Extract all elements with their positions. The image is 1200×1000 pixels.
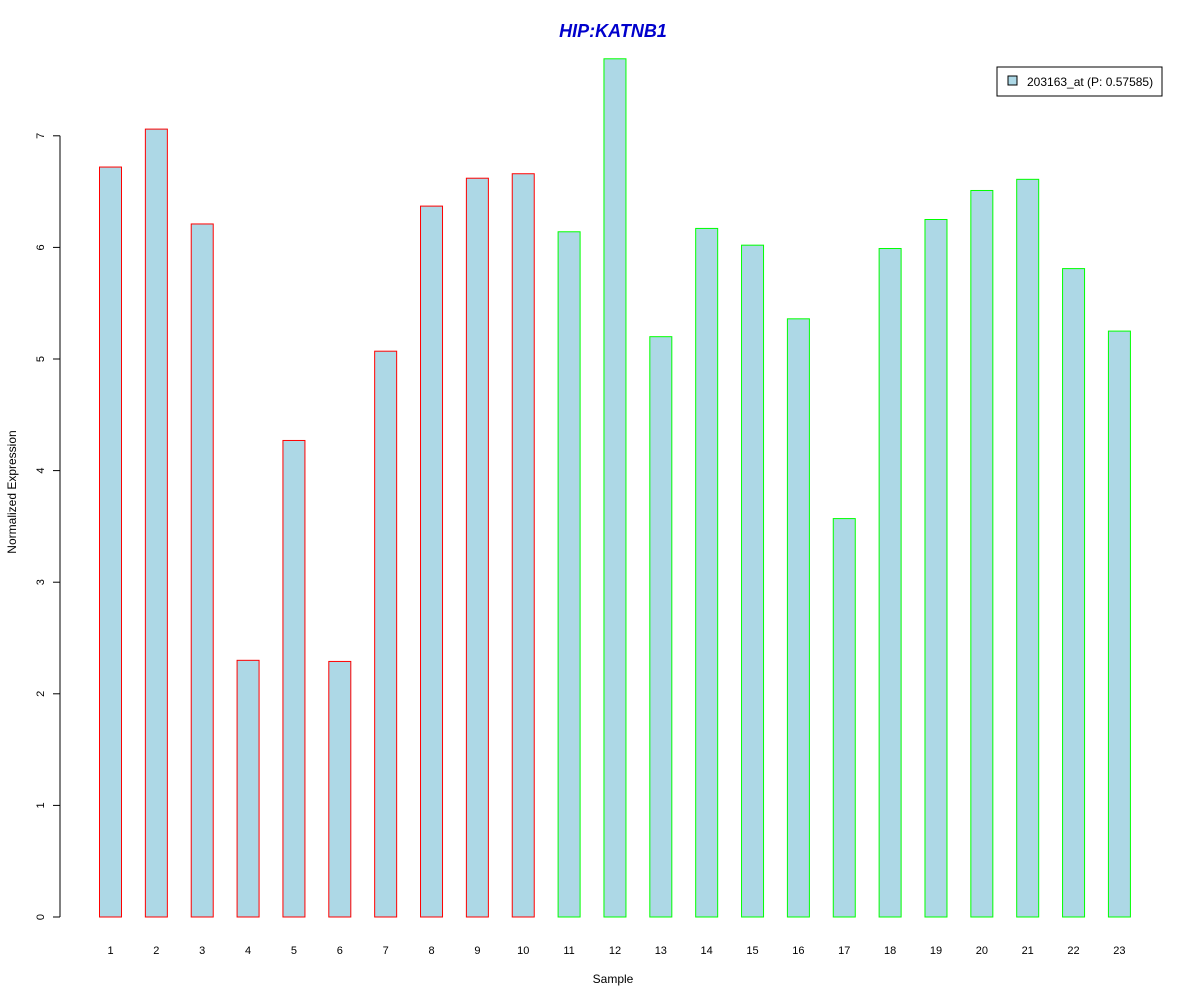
bar-sample-8: [420, 205, 444, 918]
bar-sample-12: [603, 58, 627, 918]
bar-sample-19: [924, 219, 948, 918]
x-tick-label: 16: [792, 945, 804, 957]
bar-sample-18: [878, 248, 902, 918]
bar-sample-21: [1016, 178, 1040, 918]
bar-sample-9: [465, 177, 489, 918]
y-tick-label: 6: [35, 244, 47, 250]
x-tick-label: 9: [474, 945, 480, 957]
bar-sample-2: [144, 128, 168, 918]
x-tick-label: 12: [609, 945, 621, 957]
x-tick-label: 21: [1022, 945, 1034, 957]
x-tick-label: 17: [838, 945, 850, 957]
x-tick-label: 8: [428, 945, 434, 957]
x-axis-label: Sample: [593, 972, 634, 986]
x-tick-label: 22: [1067, 945, 1079, 957]
y-tick-label: 2: [35, 691, 47, 697]
bar-sample-10: [511, 173, 535, 918]
bar-sample-17: [832, 518, 856, 918]
x-tick-label: 15: [746, 945, 758, 957]
bar-sample-14: [695, 227, 719, 918]
bar-sample-13: [649, 336, 673, 918]
x-tick-label: 5: [291, 945, 297, 957]
y-tick-label: 0: [35, 914, 47, 920]
x-tick-label: 2: [153, 945, 159, 957]
y-tick-label: 3: [35, 579, 47, 585]
x-tick-label: 20: [976, 945, 988, 957]
bar-sample-20: [970, 189, 994, 918]
chart-title: HIP:KATNB1: [559, 21, 667, 41]
x-tick-labels: 1 2 3 4 5 6 7 8 9 10 11 12 13 14 15 16 17 18 19 20 21 22 23: [107, 945, 1125, 957]
bar-sample-23: [1107, 330, 1131, 918]
x-tick-label: 13: [655, 945, 667, 957]
bar-sample-6: [328, 660, 352, 918]
legend-label: 203163_at (P: 0.57585): [1027, 75, 1153, 89]
y-tick-label: 7: [35, 133, 47, 139]
x-tick-label: 14: [701, 945, 713, 957]
legend-swatch: [1007, 75, 1018, 86]
x-tick-label: 19: [930, 945, 942, 957]
legend-box: [996, 66, 1163, 97]
bar-sample-7: [374, 350, 398, 918]
y-axis-label: Normalized Expression: [5, 430, 19, 553]
x-tick-label: 23: [1113, 945, 1125, 957]
x-tick-label: 4: [245, 945, 251, 957]
bar-sample-22: [1062, 268, 1086, 918]
x-tick-label: 3: [199, 945, 205, 957]
bar-sample-16: [786, 318, 810, 918]
bars-group: [99, 58, 1131, 918]
bar-sample-15: [741, 244, 765, 918]
y-tick-label: 5: [35, 356, 47, 362]
x-tick-label: 1: [107, 945, 113, 957]
x-tick-label: 18: [884, 945, 896, 957]
y-axis: 0 1 2 3 4 5 6 7: [35, 133, 61, 920]
bar-sample-3: [190, 223, 214, 918]
bar-sample-5: [282, 439, 306, 918]
y-tick-label: 1: [35, 802, 47, 808]
x-tick-label: 6: [337, 945, 343, 957]
x-tick-label: 10: [517, 945, 529, 957]
x-tick-label: 7: [383, 945, 389, 957]
legend: 203163_at (P: 0.57585): [996, 66, 1163, 97]
y-tick-label: 4: [35, 468, 47, 474]
bar-sample-11: [557, 231, 581, 918]
x-tick-label: 11: [563, 945, 574, 957]
bar-sample-1: [99, 166, 122, 918]
bar-sample-4: [236, 659, 260, 918]
